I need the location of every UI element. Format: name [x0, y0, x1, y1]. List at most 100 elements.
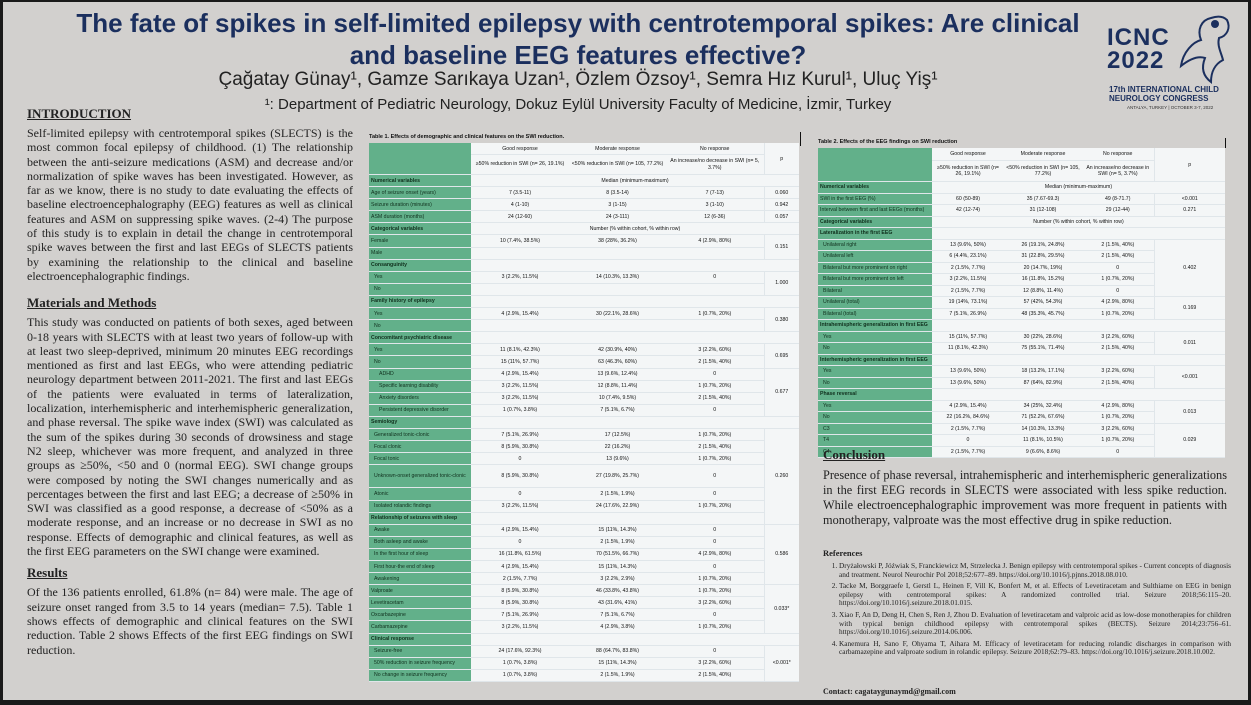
table-cell: 13 (9.6%, 50%) — [932, 365, 1004, 378]
table-cell: 11 (8.1%, 42.3%) — [932, 342, 1004, 355]
table-cell: 3 (2.2%, 60%) — [666, 657, 764, 670]
table-cell: 2 (1.5%, 40%) — [666, 669, 764, 682]
column-subheader: <50% reduction in SWI (n= 105, 77.2%) — [569, 154, 666, 175]
table-cell: 8 (5.9%, 30.8%) — [471, 584, 569, 598]
table-cell: 0 — [666, 524, 764, 537]
table-cell: 4 (2.9%, 80%) — [666, 234, 764, 248]
table-row: Focal tonic 0 13 (9.6%) 1 (0.7%, 20%) — [369, 452, 799, 466]
methods-heading: Materials and Methods — [27, 295, 157, 311]
table-cell: 16 (11.8%, 15.2%) — [1004, 273, 1082, 286]
table-cell: 3 (2.2%, 60%) — [1082, 423, 1154, 435]
table-cell: 3 (1-10) — [666, 198, 764, 212]
row-label: Clinical response — [369, 633, 471, 646]
p-value: 0.695 — [763, 343, 799, 369]
row-label: In the first hour of sleep — [369, 548, 471, 562]
table-cell: 1 (0.7%, 20%) — [666, 584, 764, 598]
table-cell: 9 (6.6%, 8.6%) — [1004, 446, 1082, 458]
table-row: Unilateral (total) 19 (14%, 73.1%) 57 (42%… — [818, 296, 1225, 320]
section-blank — [471, 416, 799, 429]
table-cell: 16 (11.8%, 61.5%) — [471, 548, 569, 562]
row-label: C3 — [818, 423, 932, 435]
p-value: 0.011 — [1153, 331, 1225, 355]
table-cell: 4 (2.9%, 15.4%) — [471, 368, 569, 381]
table-row: Interval between first and last EEGs (mo… — [818, 204, 1225, 217]
table-cell: 0 — [666, 368, 764, 381]
table-cell — [569, 247, 666, 260]
table-row: Seizure-free 24 (17.6%, 92.3%) 88 (64.7%, … — [369, 645, 799, 682]
p-value: 0.029 — [1153, 423, 1225, 458]
table-cell: 0 — [1082, 262, 1154, 274]
table-row: Lateralization in the first EEG — [818, 227, 1225, 240]
table-cell: 22 (16.2%) — [569, 440, 666, 454]
row-label: Anxiety disorders — [369, 392, 471, 405]
column-header: No response — [1082, 148, 1154, 161]
row-label: Bilateral but more prominent on left — [818, 273, 932, 286]
column-subheader: ≥50% reduction in SWI (n= 26, 19.1%) — [471, 154, 569, 175]
table-cell: 4 (2.9%, 80%) — [1082, 400, 1154, 412]
table-row: Bilateral (total) 7 (5.1%, 26.9%) 48 (35.3… — [818, 308, 1225, 320]
table-cell: 29 (12-44) — [1082, 204, 1154, 217]
row-label: Valproate — [369, 584, 471, 598]
row-label: ASM duration (months) — [369, 210, 471, 224]
table-cell: 30 (22%, 28.6%) — [1004, 331, 1082, 343]
row-label: Relationship of seizures with sleep — [369, 512, 471, 525]
table-cell: 0 — [666, 464, 764, 489]
table-row: C3 2 (1.5%, 7.7%) 14 (10.3%, 13.3%) 3 (2.2%… — [818, 423, 1225, 458]
table-cell: 4 (1-10) — [471, 198, 569, 212]
row-label: T4 — [818, 434, 932, 447]
table-cell: 8 (3.5-14) — [569, 186, 666, 200]
row-span-note: Number (% within cohort, % within row) — [471, 222, 799, 236]
table-cell: 4 (2.9%, 80%) — [666, 548, 764, 562]
table-cell: 7 (5.1%, 26.9%) — [471, 428, 569, 442]
table-row: No 13 (9.6%, 50%) 87 (64%, 82.9%) 2 (1.5%, … — [818, 377, 1225, 389]
table-row: No 22 (16.2%, 84.6%) 71 (52.2%, 67.6%) 1 (0… — [818, 411, 1225, 424]
row-label: Family history of epilepsy — [369, 295, 471, 309]
table-cell: 3 (2.2%, 11.5%) — [471, 392, 569, 405]
table-cell: 13 (9.6%) — [569, 452, 666, 466]
p-value: 0.380 — [763, 307, 799, 333]
row-label: Lateralization in the first EEG — [818, 227, 932, 240]
table-cell: 3 (2.2%, 60%) — [1082, 365, 1154, 378]
column-header: Good response — [471, 143, 569, 155]
table-cell: 15 (11%, 14.3%) — [569, 560, 666, 574]
row-label: Generalized tonic-clonic — [369, 428, 471, 442]
table-cell: 1 (0.7%, 3.8%) — [471, 669, 569, 682]
table-cell: 42 (30.9%, 40%) — [569, 343, 666, 357]
row-label: ADHD — [369, 368, 471, 381]
row-label: Yes — [818, 400, 932, 412]
section-blank — [471, 295, 799, 309]
table-cell: 13 (9.6%, 50%) — [932, 377, 1004, 389]
table-cell: 14 (10.3%, 13.3%) — [569, 271, 666, 284]
table-cell: 20 (14.7%, 19%) — [1004, 262, 1082, 274]
section-blank — [932, 319, 1225, 332]
table-row: Atonic 0 2 (1.5%, 1.9%) 0 — [369, 487, 799, 501]
table-cell: 34 (25%, 32.4%) — [1004, 400, 1082, 412]
table-cell: 8 (5.9%, 30.8%) — [471, 440, 569, 454]
table-cell: 3 (2.2%, 2.9%) — [569, 572, 666, 586]
row-label: Yes — [818, 331, 932, 343]
row-label: Concomitant psychiatric disease — [369, 331, 471, 345]
table2-corner-line — [1225, 138, 1226, 148]
row-label: First hour-the end of sleep — [369, 560, 471, 574]
section-blank — [932, 354, 1225, 366]
table-cell: 75 (55.1%, 71.4%) — [1004, 342, 1082, 355]
table-cell: 0 — [471, 536, 569, 549]
table-row: No 11 (8.1%, 42.3%) 75 (55.1%, 71.4%) 2 (1.… — [818, 342, 1225, 355]
table1: Good response Moderate response No respons… — [369, 143, 799, 682]
table-subheader-row: ≥50% reduction in SWI (n= 26, 19.1%) <50%… — [818, 160, 1225, 182]
table-cell: 2 (1.5%, 40%) — [666, 392, 764, 405]
table-cell: 3 (2.2%, 11.5%) — [471, 620, 569, 634]
table-row: ASM duration (months) 24 (12-60) 24 (3-111… — [369, 210, 799, 224]
table-cell — [471, 283, 569, 296]
table-cell: 0 — [666, 608, 764, 622]
p-value: 0.402 — [1153, 239, 1225, 297]
table-row: Family history of epilepsy — [369, 295, 799, 309]
affiliation: ¹: Department of Pediatric Neurology, Do… — [264, 96, 892, 113]
intro-text: Self-limited epilepsy with centrotempora… — [27, 126, 353, 283]
authors: Çağatay Günay¹, Gamze Sarıkaya Uzan¹, Öz… — [218, 69, 938, 90]
table-row: ADHD 4 (2.9%, 15.4%) 13 (9.6%, 12.4%) 0 0.67… — [369, 368, 799, 417]
conclusion-section: Conclusion Presence of phase reversal, i… — [823, 447, 1227, 528]
table-row: Phase reversal — [818, 388, 1225, 401]
table2-caption: Table 2. Effects of the EEG findings on … — [818, 139, 958, 145]
table-cell: 17 (12.5%) — [569, 428, 666, 442]
